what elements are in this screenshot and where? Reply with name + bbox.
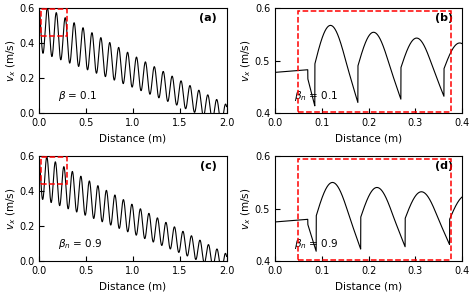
X-axis label: Distance (m): Distance (m) [100, 282, 166, 292]
Y-axis label: $v_x$ (m/s): $v_x$ (m/s) [4, 188, 18, 230]
Text: $\beta$ = 0.1: $\beta$ = 0.1 [58, 89, 98, 103]
Text: $\beta_n$ = 0.9: $\beta_n$ = 0.9 [58, 237, 103, 251]
X-axis label: Distance (m): Distance (m) [335, 134, 402, 144]
X-axis label: Distance (m): Distance (m) [335, 282, 402, 292]
Y-axis label: $v_x$ (m/s): $v_x$ (m/s) [240, 40, 254, 82]
Text: (d): (d) [435, 161, 453, 171]
Bar [299, 159, 450, 260]
Bar [41, 9, 67, 36]
Bar [299, 11, 450, 112]
Text: (c): (c) [201, 161, 217, 171]
Text: $\beta_n$ = 0.9: $\beta_n$ = 0.9 [294, 237, 338, 251]
Text: (a): (a) [200, 13, 217, 23]
X-axis label: Distance (m): Distance (m) [100, 134, 166, 144]
Bar [41, 157, 67, 184]
Text: (b): (b) [435, 13, 453, 23]
Text: $\beta_n$ = 0.1: $\beta_n$ = 0.1 [294, 89, 338, 103]
Y-axis label: $v_x$ (m/s): $v_x$ (m/s) [240, 188, 254, 230]
Y-axis label: $v_x$ (m/s): $v_x$ (m/s) [4, 40, 18, 82]
